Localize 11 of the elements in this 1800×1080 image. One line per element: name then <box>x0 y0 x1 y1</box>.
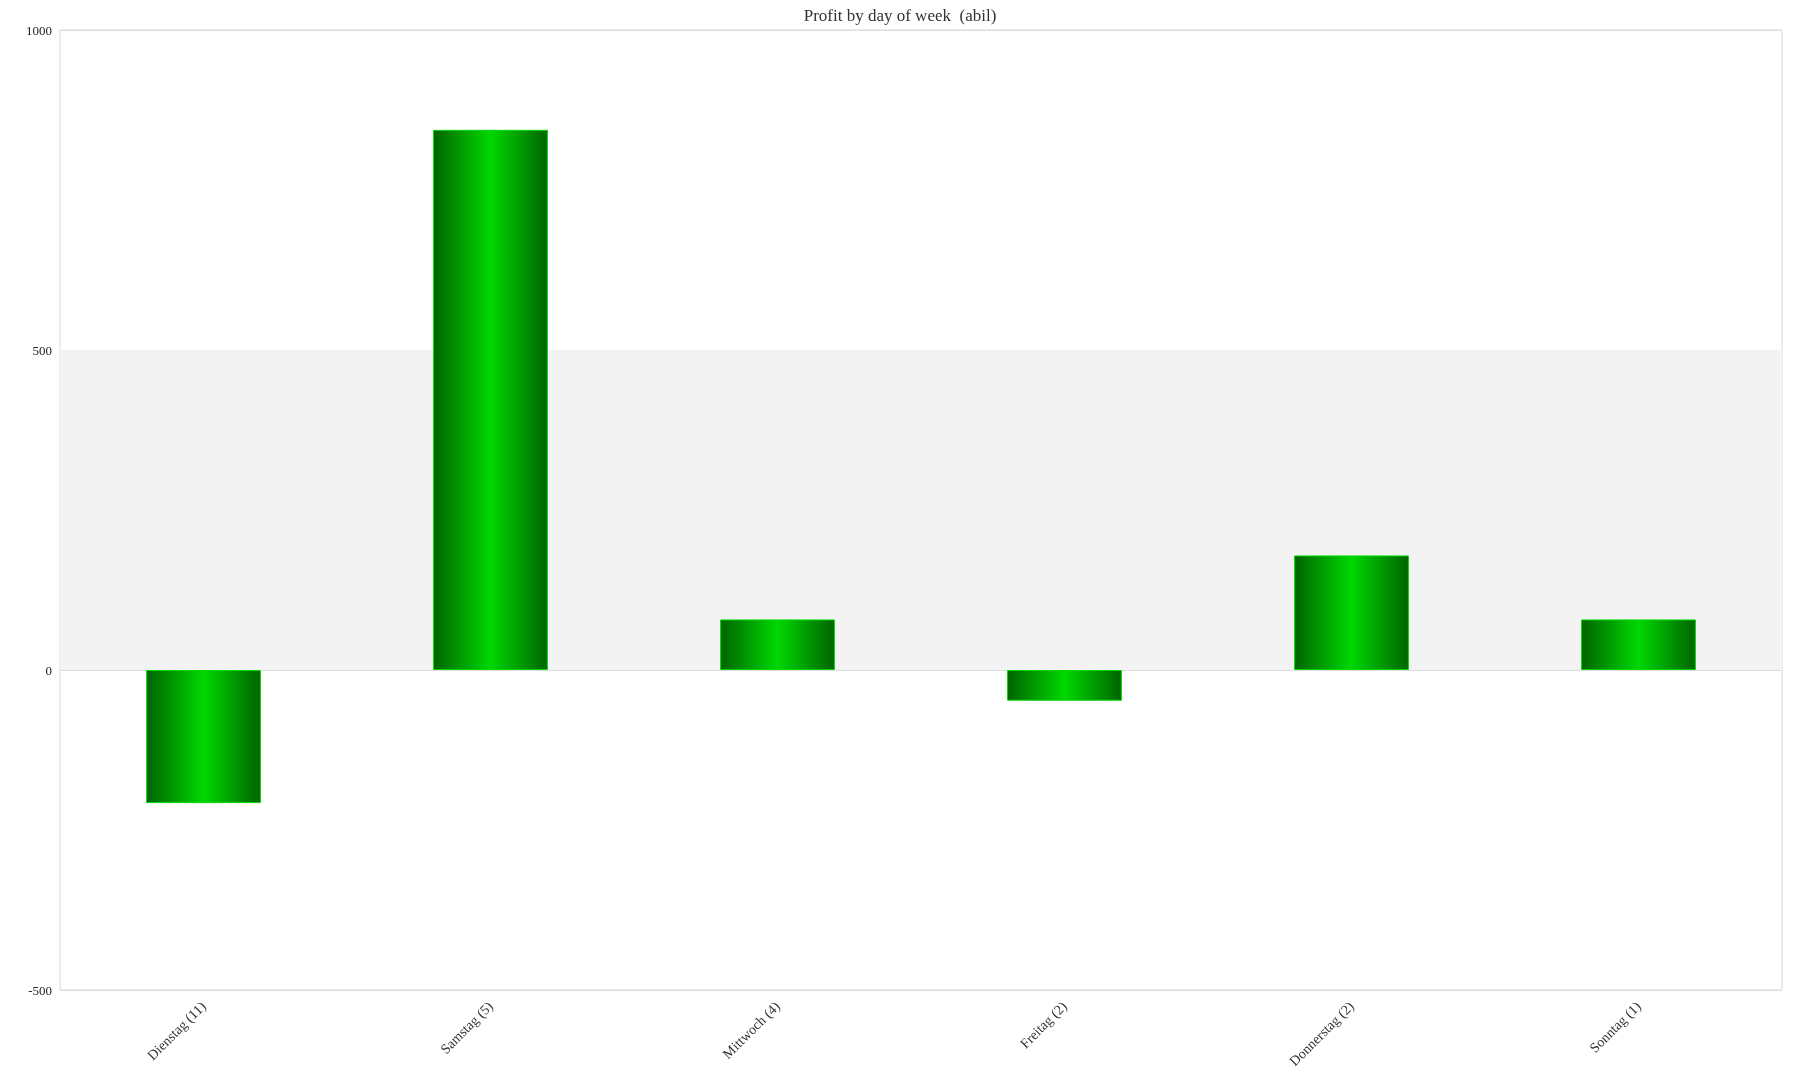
bar <box>146 670 261 804</box>
y-tick-label: 0 <box>45 662 52 678</box>
bar <box>720 619 835 670</box>
bar <box>433 129 548 670</box>
chart-title: Profit by day of week (abil) <box>803 6 997 25</box>
y-tick-label: 500 <box>32 342 52 358</box>
bar <box>1581 619 1696 670</box>
bar <box>1007 670 1122 701</box>
bar <box>1294 555 1409 670</box>
y-tick-label: -500 <box>28 982 52 998</box>
y-tick-label: 1000 <box>26 22 52 38</box>
